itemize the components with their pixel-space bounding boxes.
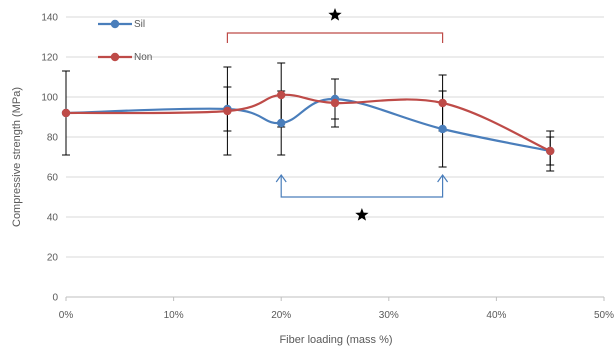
significance-star-0 <box>328 8 341 21</box>
y-axis-ticks: 0 20 40 60 80 100 120 140 <box>41 13 58 304</box>
series-lines <box>66 95 550 151</box>
y-tick-label-40: 40 <box>47 213 59 224</box>
x-tick-label-50: 50% <box>594 310 614 321</box>
legend-label-non: Non <box>134 52 152 63</box>
significance-star-1 <box>355 208 368 221</box>
y-tick-label-20: 20 <box>47 253 59 264</box>
legend-label-sil: Sil <box>134 19 145 30</box>
x-tick-label-10: 10% <box>164 310 184 321</box>
data-point-non-4 <box>438 99 446 107</box>
y-axis-title: Compressive strength (MPa) <box>11 87 23 227</box>
series-line-non <box>66 95 550 151</box>
data-point-non-1 <box>223 107 231 115</box>
x-axis-title: Fiber loading (mass %) <box>279 334 392 346</box>
legend-marker-non <box>111 53 119 61</box>
y-tick-label-120: 120 <box>41 53 58 64</box>
data-point-non-3 <box>331 99 339 107</box>
y-tick-label-60: 60 <box>47 173 59 184</box>
x-tick-label-30: 30% <box>379 310 399 321</box>
y-tick-label-140: 140 <box>41 13 58 24</box>
y-tick-label-0: 0 <box>52 293 58 304</box>
data-point-non-0 <box>62 109 70 117</box>
x-tick-label-40: 40% <box>486 310 506 321</box>
annotations <box>227 8 447 221</box>
data-point-sil-4 <box>438 125 446 133</box>
data-point-non-2 <box>277 91 285 99</box>
data-point-sil-2 <box>277 119 285 127</box>
series-markers <box>62 91 555 155</box>
y-tick-label-100: 100 <box>41 93 58 104</box>
legend-item-sil: Sil <box>98 19 145 30</box>
x-tick-label-0: 0% <box>59 310 74 321</box>
legend-item-non: Non <box>98 52 152 63</box>
x-axis-ticks: 0% 10% 20% 30% 40% 50% <box>59 297 614 321</box>
x-tick-label-20: 20% <box>271 310 291 321</box>
significance-bracket-0 <box>227 33 442 43</box>
data-point-non-5 <box>546 147 554 155</box>
legend: Sil Non <box>98 19 152 63</box>
significance-bracket-1 <box>281 175 442 197</box>
legend-marker-sil <box>111 20 119 28</box>
y-tick-label-80: 80 <box>47 133 59 144</box>
series-line-sil <box>66 99 550 151</box>
